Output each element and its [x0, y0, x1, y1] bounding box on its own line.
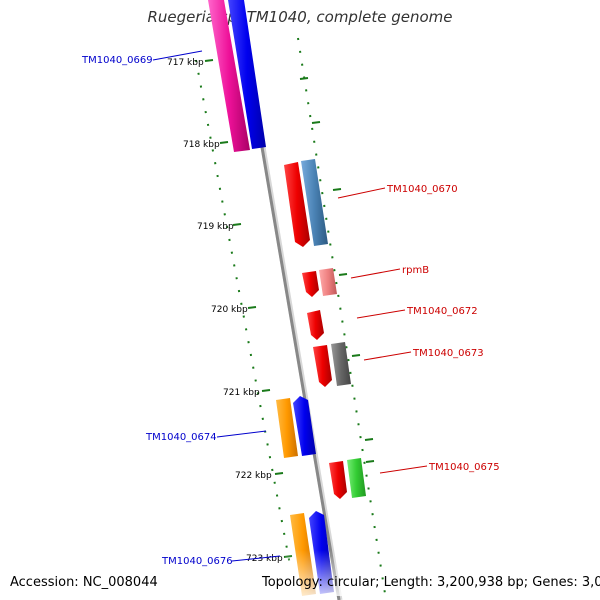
genome-summary-text: Topology: circular; Length: 3,200,938 bp…: [262, 575, 600, 590]
leader-lines-forward: [337, 187, 428, 474]
label-tm1040-0676[interactable]: TM1040_0676: [161, 556, 233, 567]
tick-label-721: 721 kbp: [223, 388, 260, 398]
label-tm1040-0673[interactable]: TM1040_0673: [412, 348, 484, 359]
leader-lines-reverse: [152, 50, 281, 562]
accession-text: Accession: NC_008044: [10, 575, 158, 590]
gene-tm1040-0670[interactable]: [284, 159, 328, 247]
tick-label-723: 723 kbp: [246, 554, 283, 564]
gene-rpmB[interactable]: [302, 268, 337, 297]
gene-tm1040-0672[interactable]: [307, 310, 324, 340]
gene-tm1040-0669[interactable]: [208, 0, 266, 152]
label-rpmB[interactable]: rpmB: [402, 265, 429, 276]
tick-label-718: 718 kbp: [183, 140, 220, 150]
tick-label-722: 722 kbp: [235, 471, 272, 481]
label-tm1040-0675[interactable]: TM1040_0675: [428, 462, 500, 473]
major-ticks-right: [299, 77, 375, 463]
tick-label-717: 717 kbp: [167, 58, 204, 68]
gene-tm1040-0673[interactable]: [313, 342, 351, 387]
label-tm1040-0672[interactable]: TM1040_0672: [406, 306, 478, 317]
label-tm1040-0670[interactable]: TM1040_0670: [386, 184, 458, 195]
gene-tm1040-0676[interactable]: [285, 511, 345, 596]
gene-tm1040-0674[interactable]: [276, 396, 316, 458]
gene-tm1040-0675[interactable]: [329, 458, 366, 499]
label-tm1040-0674[interactable]: TM1040_0674: [145, 432, 217, 443]
label-tm1040-0669[interactable]: TM1040_0669: [81, 55, 153, 66]
tick-label-720: 720 kbp: [211, 305, 248, 315]
tick-label-719: 719 kbp: [197, 222, 234, 232]
